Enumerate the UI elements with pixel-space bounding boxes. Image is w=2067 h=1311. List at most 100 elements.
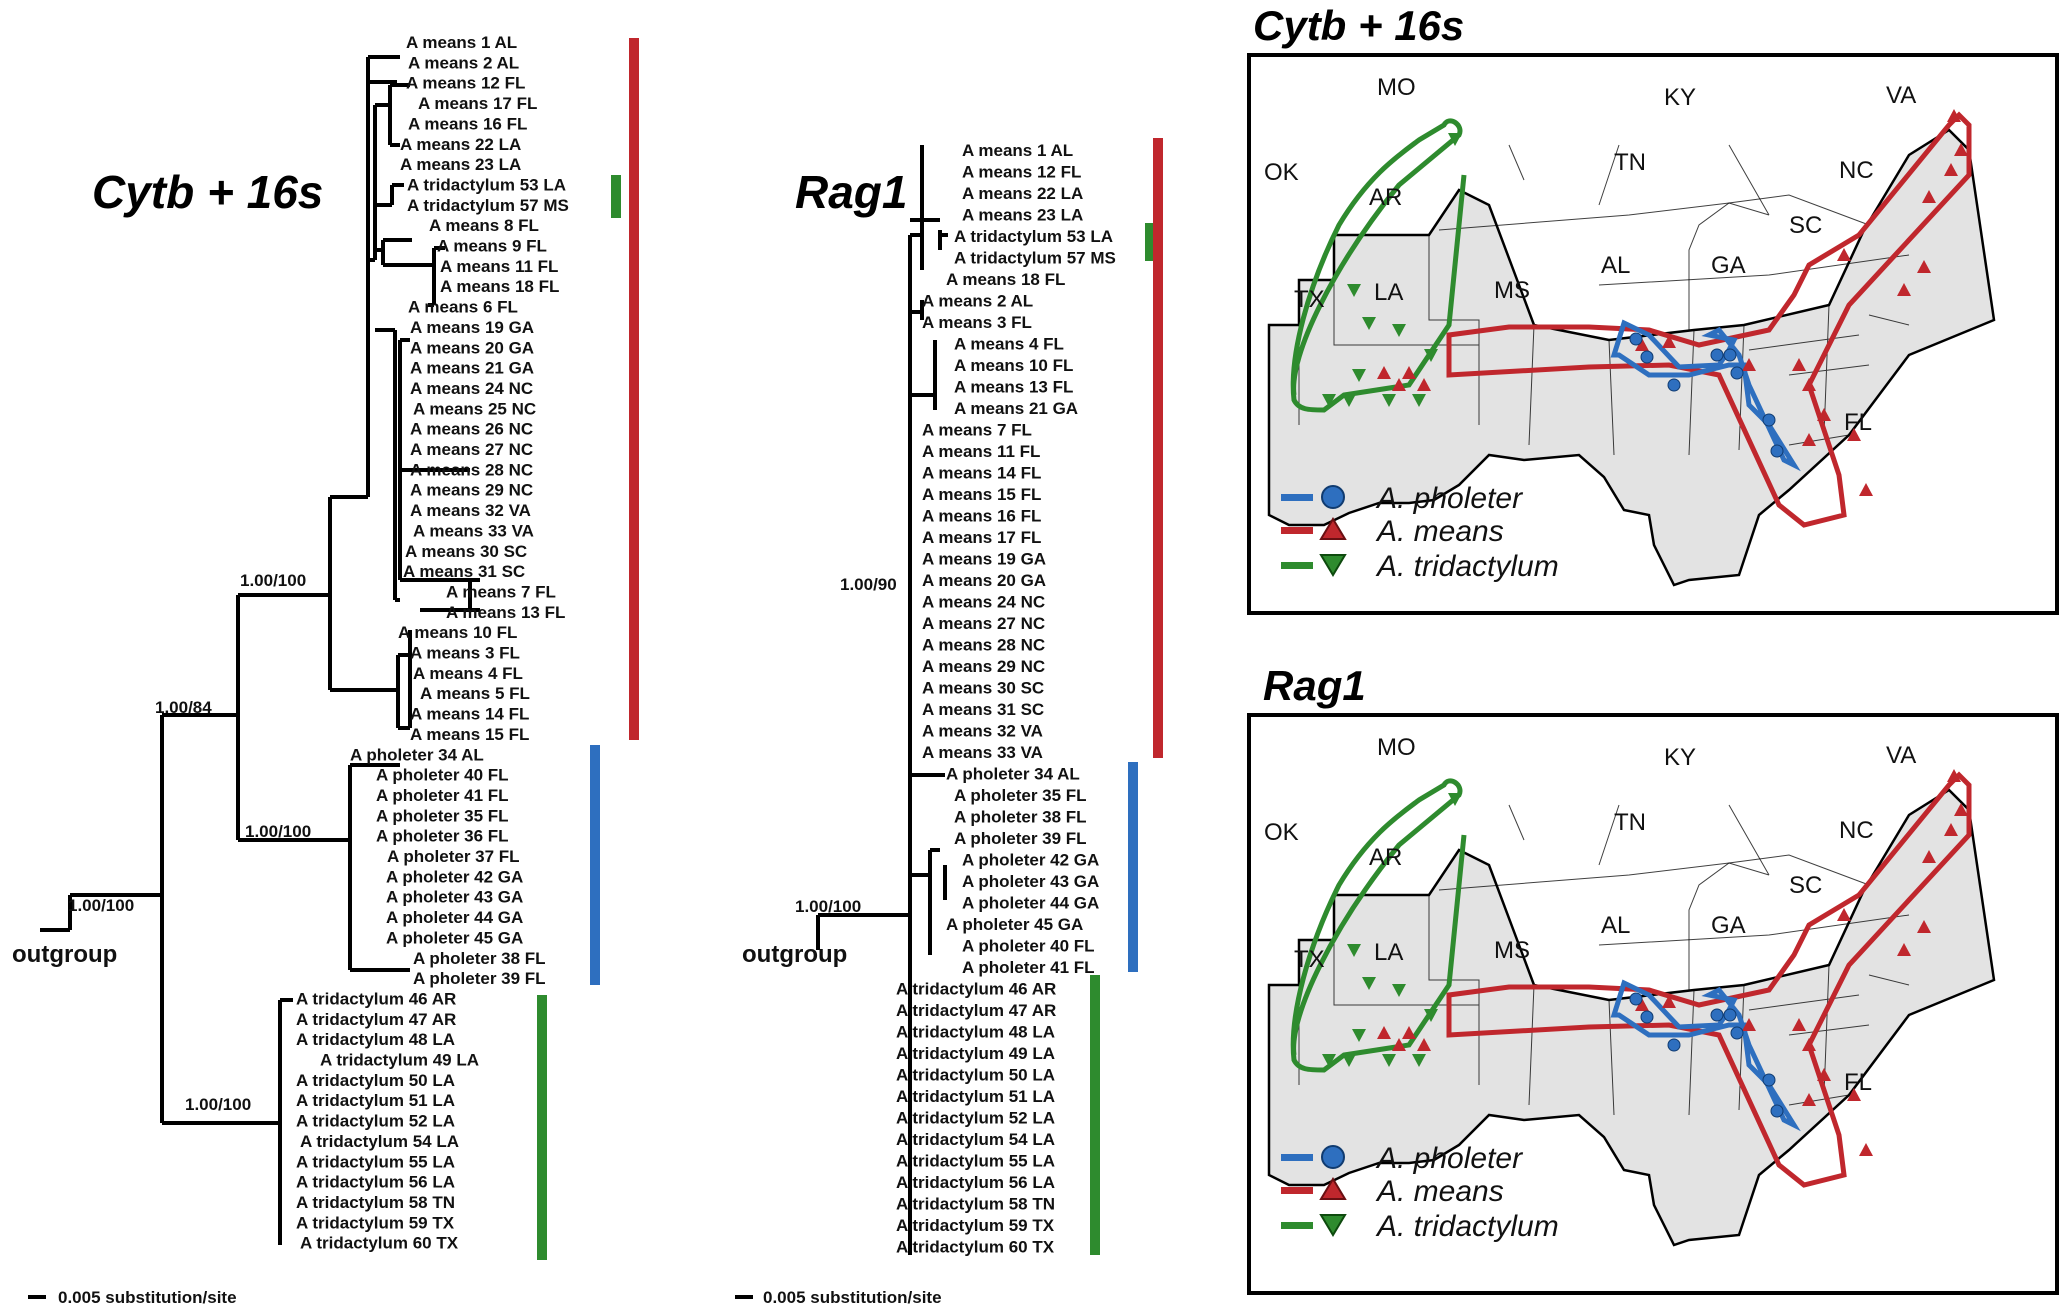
tip-label: A means 18 FL	[946, 270, 1065, 289]
legend-label: A. means	[1375, 1175, 1504, 1208]
tip-label: A tridactylum 51 LA	[896, 1087, 1055, 1106]
tip-label: A tridactylum 46 AR	[296, 989, 456, 1008]
tip-label: A tridactylum 48 LA	[296, 1030, 455, 1049]
outgroup-label: outgroup	[742, 941, 847, 968]
tip-label: A means 15 FL	[922, 485, 1041, 504]
state-label: NC	[1839, 157, 1874, 184]
means-locality-marker	[1944, 163, 1958, 176]
tip-label: A means 4 FL	[954, 335, 1064, 354]
means-locality-marker	[1837, 908, 1851, 921]
state-label: GA	[1711, 912, 1746, 939]
means-locality-marker	[1377, 366, 1391, 379]
state-label: AR	[1369, 844, 1402, 871]
state-label: TN	[1614, 809, 1646, 836]
legend-label: A. tridactylum	[1375, 1210, 1559, 1243]
tip-label: A means 33 VA	[413, 521, 534, 540]
tip-label: A means 24 NC	[410, 379, 533, 398]
tip-label: A tridactylum 46 AR	[896, 980, 1056, 999]
tip-label: A tridactylum 60 TX	[896, 1238, 1055, 1257]
means-locality-marker	[1922, 850, 1936, 863]
tip-label: A means 17 FL	[418, 94, 537, 113]
tip-label: A pholeter 45 GA	[946, 915, 1083, 934]
tip-label: A pholeter 39 FL	[413, 969, 546, 988]
means-locality-marker	[1802, 1093, 1816, 1106]
pholeter-clade-bar	[590, 745, 600, 985]
means-clade-bar	[629, 38, 639, 740]
triangle-marker-icon	[1319, 517, 1347, 540]
scale-label: 0.005 substitution/site	[58, 1288, 237, 1307]
state-label: SC	[1789, 212, 1822, 239]
map-title-cytb16s: Cytb + 16s	[1253, 2, 1464, 49]
means-locality-marker	[1917, 920, 1931, 933]
tip-label: A means 11 FL	[922, 442, 1040, 461]
support-label: 1.00/100	[68, 896, 134, 915]
tip-label: A means 23 LA	[962, 206, 1083, 225]
tip-label: A tridactylum 54 LA	[896, 1130, 1055, 1149]
state-label: NC	[1839, 817, 1874, 844]
means-locality-marker	[1802, 1038, 1816, 1051]
range-map-cytb16s: MO KY VA OK TN NC AR SC MS AL GA TX LA F…	[1247, 53, 2059, 615]
tip-label: A pholeter 36 FL	[376, 827, 509, 846]
state-label: LA	[1374, 939, 1403, 966]
tridactylum-locality-marker	[1412, 394, 1426, 407]
tip-label: A pholeter 38 FL	[413, 949, 546, 968]
means-locality-marker	[1377, 1026, 1391, 1039]
tip-label: A means 26 NC	[410, 420, 533, 439]
tridactylum-range	[1290, 118, 1467, 413]
tip-label: A means 29 NC	[922, 657, 1045, 676]
state-label: MS	[1494, 937, 1530, 964]
means-locality-marker	[1742, 358, 1756, 371]
tip-label: A tridactylum 55 LA	[896, 1152, 1055, 1171]
support-label: 1.00/84	[155, 698, 212, 717]
circle-marker-icon	[1321, 1145, 1345, 1169]
tip-label: A means 20 GA	[410, 338, 534, 357]
state-label: VA	[1886, 82, 1916, 109]
tip-label: A tridactylum 47 AR	[296, 1010, 456, 1029]
support-label: 1.00/100	[795, 897, 861, 916]
means-locality-marker	[1897, 943, 1911, 956]
state-label: VA	[1886, 742, 1916, 769]
tip-label: A pholeter 43 GA	[386, 888, 523, 907]
tip-label: A pholeter 41 FL	[376, 786, 509, 805]
tip-label: A pholeter 34 AL	[946, 765, 1080, 784]
pholeter-locality-marker	[1762, 413, 1776, 427]
tip-labels-rag1: A means 1 AL A means 12 FL A means 22 LA A …	[896, 141, 1116, 1257]
tip-label: A means 16 FL	[922, 507, 1041, 526]
state-label: FL	[1844, 1069, 1872, 1096]
tip-label: A pholeter 34 AL	[350, 745, 484, 764]
tip-label: A means 9 FL	[437, 237, 547, 256]
tree-branches-cytb16s	[40, 55, 480, 1245]
pholeter-range	[1610, 979, 1801, 1132]
tip-label: A means 14 FL	[922, 464, 1041, 483]
tip-label: A tridactylum 56 LA	[296, 1173, 455, 1192]
tridactylum-locality-marker	[1322, 394, 1336, 407]
tip-label: A tridactylum 56 LA	[896, 1173, 1055, 1192]
tip-label: A tridactylum 59 TX	[896, 1216, 1055, 1235]
tip-label: A means 32 VA	[410, 501, 531, 520]
tridactylum-locality-marker	[1392, 324, 1406, 337]
tip-label: A tridactylum 59 TX	[296, 1213, 455, 1232]
tip-label: A tridactylum 49 LA	[320, 1051, 479, 1070]
tip-label: A tridactylum 54 LA	[300, 1132, 459, 1151]
tip-label: A means 12 FL	[406, 74, 525, 93]
tree-title-rag1: Rag1	[795, 166, 907, 218]
scale-label: 0.005 substitution/site	[763, 1288, 942, 1307]
tip-label: A means 3 FL	[922, 313, 1032, 332]
tip-label: A means 7 FL	[922, 421, 1032, 440]
pholeter-locality-marker	[1723, 1008, 1737, 1022]
tip-label: A pholeter 44 GA	[386, 908, 523, 927]
tip-label: A means 1 AL	[962, 141, 1073, 160]
means-locality-marker	[1944, 823, 1958, 836]
tree-title-cytb16s: Cytb + 16s	[92, 166, 323, 218]
circle-marker-icon	[1321, 485, 1345, 509]
tip-label: A means 4 FL	[413, 664, 523, 683]
pholeter-locality-marker	[1629, 332, 1643, 346]
tip-label: A pholeter 35 FL	[954, 786, 1087, 805]
state-label: FL	[1844, 409, 1872, 436]
tridactylum-locality-marker	[1362, 977, 1376, 990]
tip-label: A means 12 FL	[962, 163, 1081, 182]
tip-label: A means 29 NC	[410, 481, 533, 500]
tip-label: A pholeter 40 FL	[376, 766, 509, 785]
state-label: MO	[1377, 734, 1416, 761]
means-locality-marker	[1954, 803, 1968, 816]
